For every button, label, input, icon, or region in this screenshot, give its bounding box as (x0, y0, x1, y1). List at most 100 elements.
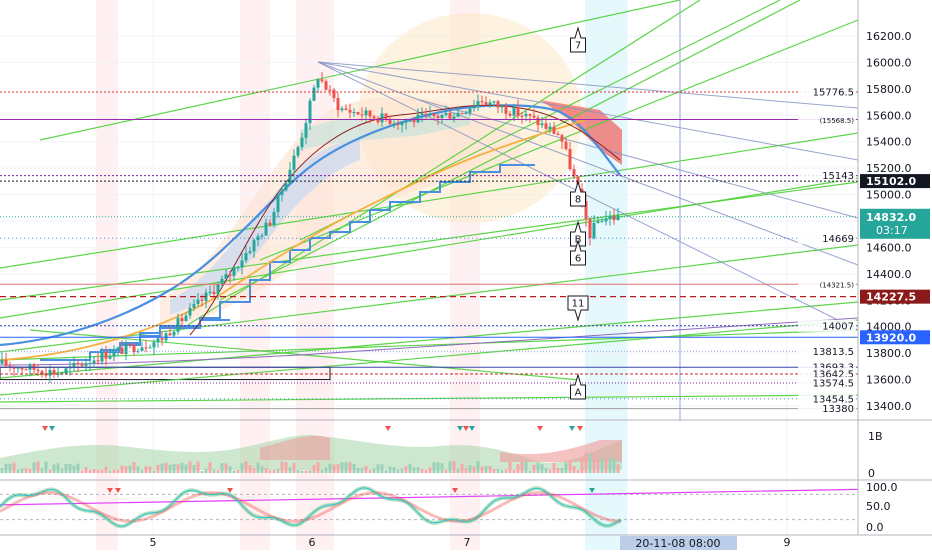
volume-bar (396, 469, 400, 473)
fan-line (317, 61, 859, 161)
candle-body (64, 368, 68, 374)
candle-body (8, 365, 12, 367)
volume-bar (24, 468, 28, 473)
volume-bar (596, 459, 600, 473)
volume-bar (360, 468, 364, 473)
volume-bar (292, 462, 296, 473)
volume-bar (316, 462, 320, 473)
candle-body (524, 113, 528, 117)
candle-body (508, 113, 512, 116)
price-level-label: 15143 (822, 171, 854, 182)
callout-shape (570, 26, 586, 53)
level-label-bg (798, 85, 856, 98)
candle-body (448, 113, 452, 119)
osc-tick-label: 0.0 (866, 521, 884, 534)
candle-body (424, 113, 428, 115)
candle-body (120, 347, 124, 355)
volume-bar (288, 467, 292, 473)
candle-body (152, 342, 156, 348)
candle-body (256, 236, 260, 241)
level-label-bg (798, 345, 856, 358)
candle-body (472, 105, 476, 109)
volume-bar (120, 465, 124, 473)
candle-body (616, 215, 620, 221)
volume-bar (332, 464, 336, 473)
signal-arrow (569, 426, 575, 431)
callout-marker[interactable]: A (570, 373, 586, 400)
volume-bar (272, 469, 276, 473)
time-tick-label: 5 (150, 536, 157, 549)
candle-body (480, 101, 484, 103)
candle-body (340, 108, 344, 111)
volume-bar (172, 463, 176, 473)
volume-bar (84, 467, 88, 473)
volume-bar (284, 462, 288, 473)
last-price-badge (860, 208, 930, 239)
candle-body (36, 369, 40, 372)
candle-body (144, 347, 148, 349)
volume-bar (428, 467, 432, 473)
volume-bar (104, 466, 108, 473)
callout-marker[interactable]: 8 (570, 180, 586, 207)
volume-bar (256, 462, 260, 473)
candle-body (124, 343, 128, 355)
candle-body (540, 123, 544, 126)
volume-bar (488, 466, 492, 473)
volume-bar (536, 462, 540, 473)
volume-bar (44, 461, 48, 473)
volume-bar (368, 469, 372, 473)
volume-bar (140, 470, 144, 473)
volume-tick-label: 1B (868, 430, 883, 443)
volume-bar (324, 467, 328, 473)
candle-body (316, 79, 320, 88)
callout-shape (570, 239, 586, 266)
candle-body (588, 219, 592, 239)
volume-bar (436, 462, 440, 473)
price-tick-label: 14400.0 (866, 268, 912, 281)
volume-bar (236, 469, 240, 473)
volume-bar (584, 452, 588, 473)
candle-body (320, 79, 324, 82)
candle-body (396, 123, 400, 125)
volume-bar (552, 462, 556, 473)
volume-bar (532, 464, 536, 473)
candle-body (488, 102, 492, 105)
volume-bar (276, 468, 280, 473)
volume-bar (460, 463, 464, 473)
volume-bar (300, 470, 304, 473)
signal-arrow (42, 426, 48, 431)
candle-body (16, 367, 20, 369)
candle-body (156, 338, 160, 343)
callout-marker[interactable]: 11 (567, 295, 589, 322)
candle-body (532, 115, 536, 118)
volume-bar (176, 464, 180, 473)
price-badge-label: 14227.5 (866, 291, 916, 304)
volume-bar (296, 470, 300, 473)
volume-bar (268, 470, 272, 473)
volume-bar (164, 462, 168, 473)
volume-bar (336, 464, 340, 473)
moving-average-orange (0, 119, 586, 361)
candle-body (356, 112, 360, 115)
volume-bar (496, 468, 500, 473)
volume-bar (184, 464, 188, 473)
volume-bar (424, 469, 428, 473)
callout-marker[interactable]: 6 (570, 239, 586, 266)
candle-body (496, 101, 500, 108)
level-label-bg (798, 376, 856, 389)
candle-body (292, 155, 296, 170)
volume-bar (208, 462, 212, 473)
trend-line (259, 19, 859, 261)
volume-bar (540, 464, 544, 473)
volume-bar (340, 462, 344, 473)
candle-body (264, 222, 268, 236)
volume-bar (248, 465, 252, 473)
volume-bar (544, 468, 548, 473)
candle-body (300, 137, 304, 148)
candle-body (464, 112, 468, 114)
price-level-label: 13642.5 (813, 369, 854, 380)
callout-marker[interactable]: 7 (570, 26, 586, 53)
callout-shape (570, 220, 586, 247)
candle-body (384, 113, 388, 119)
